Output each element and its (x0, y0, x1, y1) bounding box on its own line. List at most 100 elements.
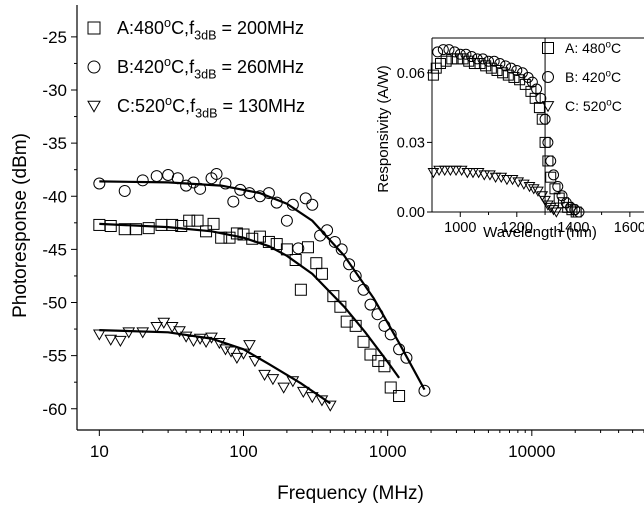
legend-text-tail: = 200MHz (217, 18, 305, 38)
data-point (193, 333, 207, 345)
inset-legend-marker (542, 42, 554, 54)
inset-legend-label: C: 520oC (565, 98, 622, 114)
inset-data-point (440, 55, 452, 67)
fit-curve (99, 222, 400, 379)
legend-text-main: B: 420 (565, 69, 606, 85)
inset-data-point (438, 165, 451, 176)
data-point (243, 340, 256, 352)
data-point (286, 198, 299, 211)
inset-data-point (432, 46, 444, 58)
data-point (93, 177, 106, 190)
y-tick-label: -35 (42, 134, 67, 153)
data-point (262, 235, 275, 248)
inset-chart: 1000 1200 1400 1600 0.00 0.03 0.06 Wavelength (… (375, 34, 644, 241)
data-point (114, 335, 127, 347)
data-point (280, 243, 293, 256)
data-point (104, 334, 118, 346)
legend-degree-sign: o (605, 40, 611, 51)
inset-data-point (535, 92, 547, 104)
data-point (92, 329, 106, 341)
data-point (262, 187, 275, 200)
legend-label: A:480oC,f3dB = 200MHz (117, 16, 304, 42)
inset-y-tick-label: 0.00 (397, 205, 425, 221)
data-point (215, 231, 228, 244)
inset-data-point (566, 204, 578, 216)
inset-data-point (434, 58, 446, 70)
inset-legend-label: A: 480oC (565, 40, 621, 56)
inset-data-point (550, 207, 563, 218)
inset-data-point (505, 62, 517, 74)
legend-text-tail: = 130MHz (218, 96, 306, 116)
inset-data-point (527, 184, 540, 195)
data-point (364, 298, 377, 311)
data-point (286, 376, 300, 388)
data-point (323, 400, 337, 412)
data-point (357, 283, 370, 296)
legend-degree-sign: o (164, 16, 171, 30)
inset-data-point (511, 64, 523, 76)
inset-data-point (455, 165, 468, 176)
legend-degree-sign: o (605, 69, 611, 80)
data-point (191, 214, 204, 227)
data-point (334, 300, 347, 313)
inset-data-point (533, 102, 545, 114)
data-point (234, 183, 247, 196)
legend-text-main: C:520 (117, 96, 165, 116)
legend-label: C:520oC,f3dB = 130MHz (117, 94, 305, 120)
legend-marker (87, 100, 101, 113)
data-point (357, 335, 370, 348)
data-point (400, 351, 413, 364)
legend-text-mid: C,f (171, 18, 195, 38)
inset-data-point (523, 181, 536, 193)
inset-background (428, 34, 644, 213)
x-axis-label: Frequency (MHz) (277, 483, 424, 504)
legend-text-tail: C (612, 98, 622, 114)
inset-x-tick-label: 1600 (614, 220, 644, 236)
data-point (118, 184, 131, 197)
data-point (230, 352, 244, 364)
data-point (246, 232, 259, 245)
data-point (199, 336, 213, 349)
data-point (378, 319, 391, 332)
inset-data-point (495, 172, 508, 183)
inset-y-tick-label: 0.03 (397, 135, 425, 151)
legend-text-main: C: 520 (565, 98, 606, 114)
inset-data-point (519, 78, 531, 90)
inset-data-point (552, 180, 564, 192)
inset-data-point (427, 69, 439, 81)
y-tick-label: -50 (42, 294, 67, 313)
inset-x-tick-label: 1000 (444, 220, 476, 236)
data-point (292, 242, 305, 255)
inset-data-point (471, 53, 483, 65)
data-point (237, 228, 250, 241)
y-tick-label: -60 (42, 400, 67, 419)
inset-data-point (536, 113, 548, 125)
data-point (219, 177, 232, 190)
inset-data-point (539, 136, 551, 148)
inset-data-point (489, 172, 502, 183)
inset-data-point (467, 168, 479, 179)
data-point (150, 322, 164, 334)
data-point (171, 172, 184, 185)
inset-data-point (529, 92, 541, 104)
legend-text-mid: C,f (172, 96, 196, 116)
data-point (335, 243, 348, 256)
inset-data-point (542, 155, 554, 167)
data-point (223, 231, 236, 244)
data-point (210, 167, 223, 180)
inset-data-point (477, 53, 489, 65)
data-point (289, 254, 302, 266)
series-a (93, 214, 406, 402)
inset-data-point (518, 179, 530, 190)
series-b (93, 167, 431, 397)
data-point (378, 360, 391, 373)
inset-data-point (488, 55, 500, 67)
inset-data-point (478, 170, 491, 181)
legend-subscript: 3dB (194, 67, 216, 81)
x-tick-label: 10000 (508, 442, 555, 461)
series-c (92, 317, 337, 412)
inset-data-point (506, 175, 519, 186)
y-tick-label: -55 (42, 347, 67, 366)
inset-data-point (531, 83, 543, 95)
